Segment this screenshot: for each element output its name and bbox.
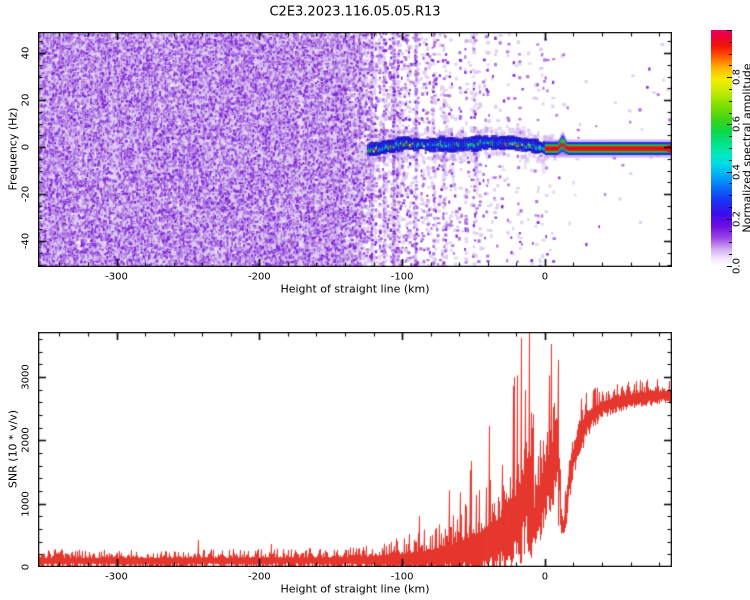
x-tick-label: -300	[105, 571, 128, 583]
x-tick-label: -100	[390, 571, 414, 583]
colorbar-tick-mark	[729, 53, 732, 55]
colorbar-tick-mark	[729, 65, 732, 67]
x-tick-label: -200	[247, 571, 271, 583]
y-tick-label: 0	[20, 143, 32, 151]
y-tick-label: -20	[20, 185, 32, 203]
colorbar	[711, 30, 732, 266]
snr-y-axis-label: SNR (10 * v/v)	[6, 409, 20, 489]
colorbar-tick-label: 0.0	[731, 258, 743, 274]
snr-canvas	[38, 332, 672, 567]
colorbar-tick-mark	[729, 207, 732, 208]
y-tick-label: 20	[20, 93, 32, 107]
colorbar-tick-mark	[727, 77, 732, 79]
snr-panel	[38, 332, 672, 567]
colorbar-tick-mark	[727, 171, 732, 173]
colorbar-tick-mark	[729, 89, 732, 90]
colorbar-tick-mark	[729, 195, 732, 197]
figure-title: C2E3.2023.116.05.05.R13	[269, 4, 441, 20]
spectrogram-canvas	[38, 32, 672, 267]
y-tick-label: 2000	[20, 427, 32, 454]
spectrogram-y-axis-label: Frequency (Hz)	[6, 107, 20, 191]
colorbar-tick-mark	[729, 159, 732, 161]
colorbar-tick-mark	[729, 136, 732, 138]
colorbar-tick-mark	[729, 254, 732, 256]
colorbar-tick-label: 0.6	[731, 116, 743, 133]
spectrogram-x-axis-label: Height of straight line (km)	[280, 282, 430, 296]
x-tick-label: 0	[541, 571, 549, 583]
colorbar-tick-mark	[729, 230, 732, 232]
colorbar-tick-mark	[727, 218, 732, 220]
y-tick-label: 0	[20, 563, 32, 571]
colorbar-tick-mark	[729, 183, 732, 185]
colorbar-tick-mark	[727, 266, 732, 267]
colorbar-tick-mark	[729, 148, 732, 149]
colorbar-tick-mark	[729, 100, 732, 102]
colorbar-tick-mark	[729, 41, 732, 43]
colorbar-tick-label: 0.4	[731, 163, 743, 180]
y-tick-label: 1000	[20, 490, 32, 517]
y-tick-label: 3000	[20, 364, 32, 390]
colorbar-tick-mark	[727, 124, 732, 126]
colorbar-tick-mark	[727, 30, 732, 31]
colorbar-tick-label: 0.8	[731, 69, 743, 86]
spectrogram-panel	[38, 32, 672, 267]
y-tick-label: 40	[20, 46, 32, 60]
x-tick-label: -200	[247, 271, 271, 283]
colorbar-tick-mark	[729, 242, 732, 244]
x-tick-label: -100	[390, 271, 414, 283]
x-tick-label: -300	[105, 271, 128, 283]
colorbar-label: Normalized spectral amplitude	[740, 63, 750, 233]
y-tick-label: -40	[20, 232, 32, 250]
snr-x-axis-label: Height of straight line (km)	[280, 582, 430, 596]
colorbar-tick-label: 0.2	[731, 210, 743, 227]
x-tick-label: 0	[541, 271, 549, 283]
colorbar-tick-mark	[729, 112, 732, 114]
